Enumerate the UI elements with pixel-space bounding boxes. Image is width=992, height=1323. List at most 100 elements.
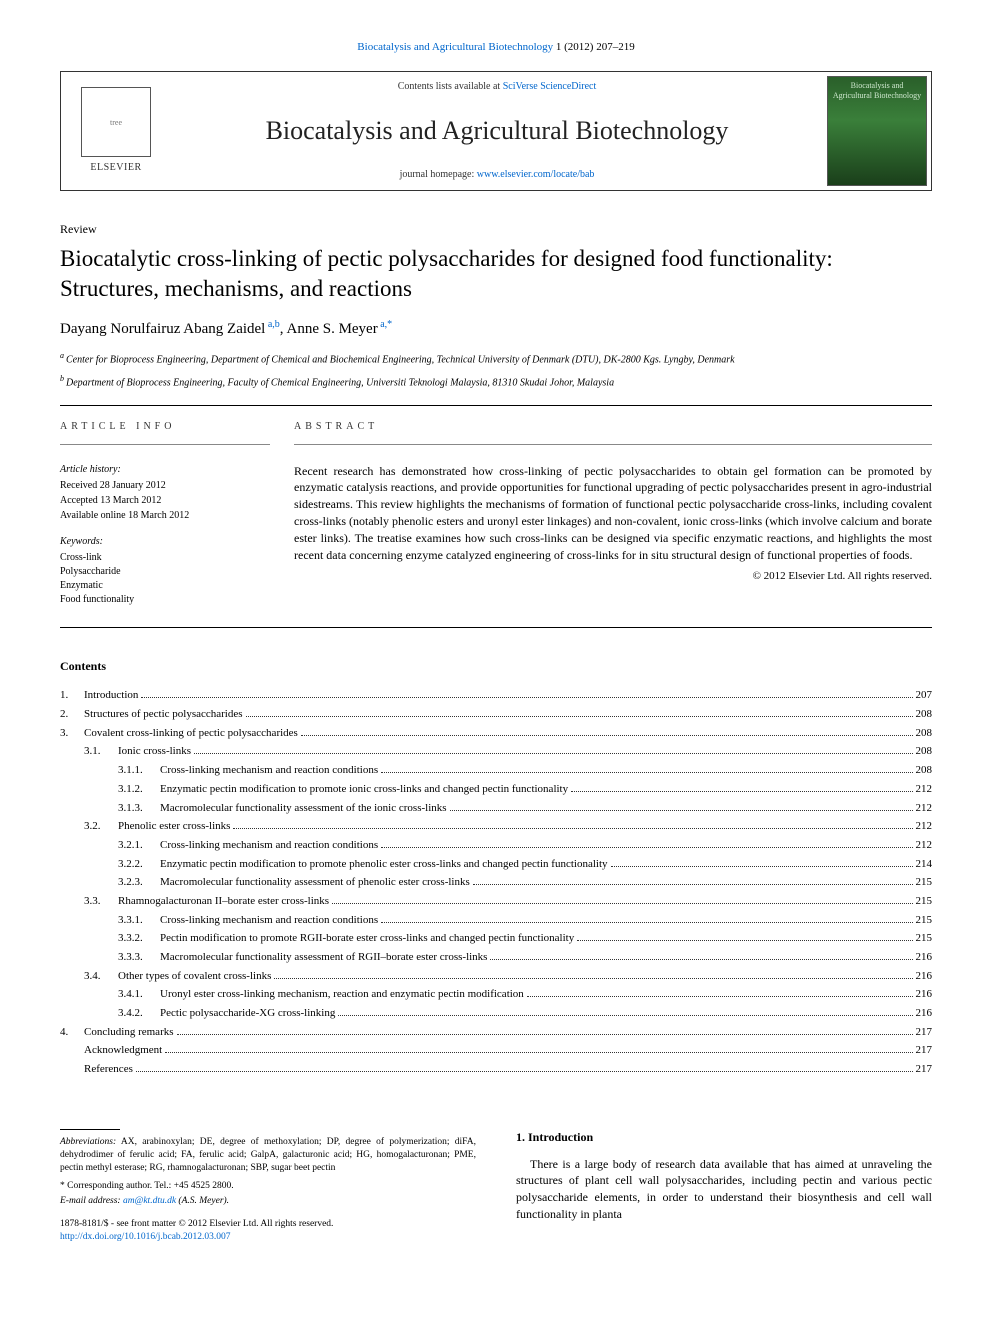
top-citation-text: 1 (2012) 207–219 [553, 41, 635, 53]
sciencedirect-link[interactable]: SciVerse ScienceDirect [503, 81, 597, 92]
keyword-item: Enzymatic [60, 579, 270, 593]
toc-dots [233, 828, 912, 829]
toc-page: 215 [916, 892, 933, 911]
affiliation: b Department of Bioprocess Engineering, … [60, 373, 932, 390]
toc-dots [332, 903, 912, 904]
toc-dots [490, 959, 912, 960]
toc-page: 214 [916, 855, 933, 874]
toc-item[interactable]: 3.2.1.Cross-linking mechanism and reacti… [60, 836, 932, 855]
keyword-item: Food functionality [60, 593, 270, 607]
toc-item[interactable]: 3.4.1.Uronyl ester cross-linking mechani… [60, 985, 932, 1004]
toc-text: Rhamnogalacturonan II–borate ester cross… [118, 892, 329, 911]
toc-dots [177, 1034, 913, 1035]
toc-item[interactable]: 3.3.2.Pectin modification to promote RGI… [60, 929, 932, 948]
toc-dots [194, 753, 912, 754]
toc-page: 217 [916, 1023, 933, 1042]
issn-line: 1878-8181/$ - see front matter © 2012 El… [60, 1218, 476, 1230]
toc-item[interactable]: 3.4.Other types of covalent cross-links … [60, 967, 932, 986]
affiliation: a Center for Bioprocess Engineering, Dep… [60, 350, 932, 367]
doi-link[interactable]: http://dx.doi.org/10.1016/j.bcab.2012.03… [60, 1232, 231, 1242]
footer-left: Abbreviations: AX, arabinoxylan; DE, deg… [60, 1129, 476, 1243]
toc-page: 212 [916, 836, 933, 855]
contents-heading: Contents [60, 658, 932, 675]
toc-text: Cross-linking mechanism and reaction con… [160, 761, 378, 780]
toc-text: Macromolecular functionality assessment … [160, 799, 447, 818]
toc-num: 3. [60, 724, 84, 743]
toc-dots [338, 1015, 912, 1016]
toc-num: 3.2.2. [118, 855, 160, 874]
toc-num: 3.1.2. [118, 780, 160, 799]
header-box: tree ELSEVIER Contents lists available a… [60, 71, 932, 191]
toc-num: 3.3.3. [118, 948, 160, 967]
toc-num: 3.1.3. [118, 799, 160, 818]
toc-num: 4. [60, 1023, 84, 1042]
toc-text: Pectin modification to promote RGII-bora… [160, 929, 574, 948]
toc-item[interactable]: Acknowledgment 217 [60, 1041, 932, 1060]
toc-text: Macromolecular functionality assessment … [160, 948, 487, 967]
toc-page: 215 [916, 929, 933, 948]
toc-text: Structures of pectic polysaccharides [84, 705, 243, 724]
toc-num: 1. [60, 686, 84, 705]
toc-dots [381, 772, 912, 773]
toc-item[interactable]: 3.3.Rhamnogalacturonan II–borate ester c… [60, 892, 932, 911]
toc-item[interactable]: 1.Introduction 207 [60, 686, 932, 705]
corr-tel: +45 4525 2800. [174, 1181, 234, 1191]
toc-num: 3.2. [84, 817, 118, 836]
journal-cover: Biocatalysis and Agricultural Biotechnol… [827, 76, 927, 186]
toc-dots [473, 884, 913, 885]
toc-item[interactable]: 3.3.3.Macromolecular functionality asses… [60, 948, 932, 967]
email-link[interactable]: am@kt.dtu.dk [123, 1196, 176, 1206]
toc-dots [246, 716, 913, 717]
toc-num: 3.2.1. [118, 836, 160, 855]
toc-item[interactable]: 3.1.1.Cross-linking mechanism and reacti… [60, 761, 932, 780]
toc-item[interactable]: 3.1.3.Macromolecular functionality asses… [60, 799, 932, 818]
toc-page: 216 [916, 1004, 933, 1023]
toc-item[interactable]: 2.Structures of pectic polysaccharides 2… [60, 705, 932, 724]
toc-item[interactable]: 3.1.2.Enzymatic pectin modification to p… [60, 780, 932, 799]
toc: 1.Introduction 2072.Structures of pectic… [60, 686, 932, 1078]
toc-dots [381, 847, 912, 848]
homepage-link[interactable]: www.elsevier.com/locate/bab [477, 169, 595, 180]
toc-item[interactable]: 3.3.1.Cross-linking mechanism and reacti… [60, 911, 932, 930]
toc-num: 3.4.1. [118, 985, 160, 1004]
toc-page: 216 [916, 967, 933, 986]
journal-homepage: journal homepage: www.elsevier.com/locat… [400, 168, 595, 182]
toc-text: Pectic polysaccharide-XG cross-linking [160, 1004, 335, 1023]
toc-item[interactable]: References 217 [60, 1060, 932, 1079]
keywords-label: Keywords: [60, 535, 270, 549]
toc-item[interactable]: 3.2.3.Macromolecular functionality asses… [60, 873, 932, 892]
toc-text: Ionic cross-links [118, 742, 191, 761]
toc-page: 216 [916, 948, 933, 967]
history-list: Received 28 January 2012Accepted 13 Marc… [60, 479, 270, 523]
toc-item[interactable]: 3.2.2.Enzymatic pectin modification to p… [60, 855, 932, 874]
toc-page: 208 [916, 724, 933, 743]
abstract-copyright: © 2012 Elsevier Ltd. All rights reserved… [294, 569, 932, 584]
toc-page: 217 [916, 1060, 933, 1079]
toc-item[interactable]: 3.2.Phenolic ester cross-links 212 [60, 817, 932, 836]
abbreviations-footnote: Abbreviations: AX, arabinoxylan; DE, deg… [60, 1136, 476, 1176]
toc-text: Cross-linking mechanism and reaction con… [160, 836, 378, 855]
toc-item[interactable]: 3.4.2.Pectic polysaccharide-XG cross-lin… [60, 1004, 932, 1023]
intro-text: There is a large body of research data a… [516, 1156, 932, 1223]
toc-page: 212 [916, 799, 933, 818]
homepage-prefix: journal homepage: [400, 169, 477, 180]
author: Dayang Norulfairuz Abang Zaidel a,b [60, 321, 280, 337]
article-type: Review [60, 221, 932, 238]
toc-item[interactable]: 4.Concluding remarks 217 [60, 1023, 932, 1042]
toc-dots [165, 1052, 912, 1053]
toc-page: 207 [916, 686, 933, 705]
toc-item[interactable]: 3.Covalent cross-linking of pectic polys… [60, 724, 932, 743]
rule-mid [60, 627, 932, 628]
toc-num: 3.2.3. [118, 873, 160, 892]
info-abstract-row: article info Article history: Received 2… [60, 420, 932, 607]
top-journal-link[interactable]: Biocatalysis and Agricultural Biotechnol… [357, 41, 553, 53]
author-sup: a,* [378, 319, 392, 330]
toc-item[interactable]: 3.1.Ionic cross-links 208 [60, 742, 932, 761]
toc-page: 212 [916, 780, 933, 799]
history-label: Article history: [60, 463, 270, 477]
toc-text: Concluding remarks [84, 1023, 174, 1042]
toc-page: 216 [916, 985, 933, 1004]
toc-text: Uronyl ester cross-linking mechanism, re… [160, 985, 524, 1004]
header-center: Contents lists available at SciVerse Sci… [171, 72, 823, 190]
rule-top [60, 405, 932, 406]
